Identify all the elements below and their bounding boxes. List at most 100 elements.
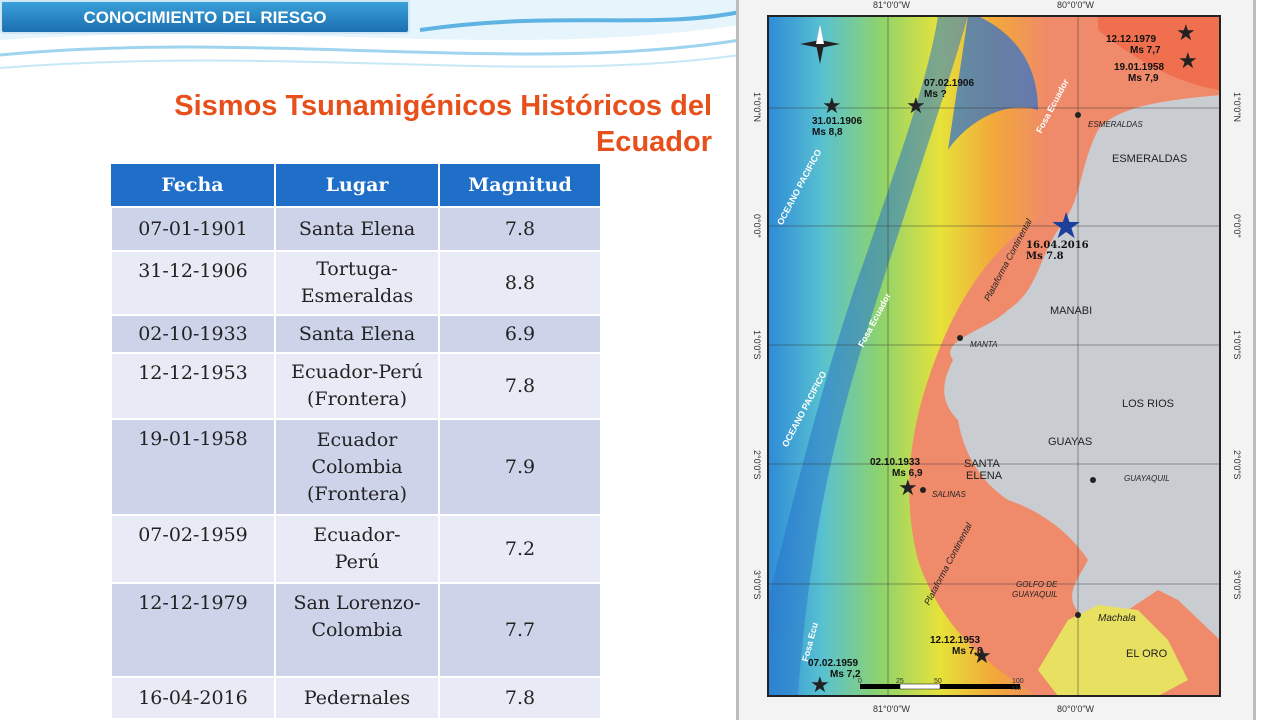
- cell-fecha: 07-01-1901: [110, 206, 276, 252]
- cell-fecha: 02-10-1933: [110, 314, 276, 354]
- cell-lugar: Santa Elena: [274, 314, 440, 354]
- quake-date: 07.02.1906: [924, 78, 975, 89]
- cell-magnitud: 7.8: [438, 352, 602, 420]
- cell-magnitud: 8.8: [438, 250, 602, 316]
- region-label: MANABI: [1050, 305, 1093, 317]
- page-title-line2: Ecuador: [595, 126, 712, 158]
- axis-right-label: 3°0'0"S: [1232, 570, 1242, 600]
- quake-label: 07.02.1906 Ms ?: [924, 78, 974, 100]
- star-icon: ★: [898, 475, 918, 500]
- quake-magnitude: Ms 7.8: [1026, 251, 1064, 262]
- table-row: 12-12-1979 San Lorenzo- Colombia 7.7: [110, 582, 602, 678]
- cell-lugar-line: Ecuador-: [313, 524, 401, 546]
- scale-label: 50: [934, 678, 942, 685]
- quake-date: 31.01.1906: [812, 116, 863, 127]
- compass-icon: [800, 24, 840, 64]
- page-title-line1: Sismos Tsunamigénicos Históricos del: [174, 90, 712, 122]
- bathymetry-map: [767, 15, 1221, 697]
- quake-date: 12.12.1953: [930, 635, 981, 646]
- cell-fecha: 12-12-1979: [110, 582, 276, 678]
- cell-magnitud: 7.2: [438, 514, 602, 584]
- quake-magnitude: Ms 7,9: [1128, 73, 1159, 84]
- scale-bar: [860, 683, 1020, 690]
- quake-label: 12.12.1953 Ms 7,8: [930, 635, 983, 657]
- region-label: EL ORO: [1126, 648, 1168, 660]
- city-label: GUAYAQUIL: [1124, 474, 1170, 483]
- quake-label: 07.02.1959 Ms 7,2: [808, 658, 861, 680]
- table-row: 31-12-1906 Tortuga- Esmeraldas 8.8: [110, 250, 602, 316]
- cell-lugar: Santa Elena: [274, 206, 440, 252]
- axis-bottom-label: 80°0'0"W: [1057, 704, 1095, 714]
- cell-lugar-line: Ecuador-Perú: [291, 361, 423, 383]
- table-row: 16-04-2016 Pedernales 7.8: [110, 676, 602, 720]
- star-icon: ★: [1176, 20, 1196, 45]
- axis-right-label: 0°0'0": [1232, 214, 1242, 238]
- cell-magnitud: 7.7: [438, 582, 602, 678]
- city-label: MANTA: [970, 340, 998, 349]
- cell-lugar-line: Ecuador: [316, 428, 398, 451]
- cell-fecha: 12-12-1953: [110, 352, 276, 420]
- quake-magnitude: Ms 7,7: [1130, 45, 1161, 56]
- scale-label: 0: [858, 678, 862, 685]
- axis-left-label: 2°0'0"S: [752, 450, 762, 480]
- cell-fecha: 31-12-1906: [110, 250, 276, 316]
- water-label: GOLFO DE: [1016, 580, 1058, 589]
- axis-bottom-label: 81°0'0"W: [873, 704, 911, 714]
- cell-fecha: 07-02-1959: [110, 514, 276, 584]
- table-row: 07-01-1901 Santa Elena 7.8: [110, 206, 602, 252]
- cell-lugar: Ecuador Colombia (Frontera): [274, 418, 440, 516]
- cell-magnitud: 7.8: [438, 676, 602, 720]
- table-row: 19-01-1958 Ecuador Colombia (Frontera) 7.9: [110, 418, 602, 516]
- page-title: Sismos Tsunamigénicos Históricos del Ecu…: [40, 88, 712, 160]
- cell-magnitud: 7.8: [438, 206, 602, 252]
- region-label: ESMERALDAS: [1112, 153, 1188, 165]
- cell-lugar-line: Esmeraldas: [300, 285, 414, 307]
- cell-lugar-line: Santa Elena: [298, 217, 416, 240]
- axis-left-label: 1°0'0"N: [752, 92, 762, 123]
- quake-date: 16.04.2016: [1026, 240, 1089, 251]
- cell-lugar-line: (Frontera): [306, 482, 408, 505]
- quake-date: 19.01.1958: [1114, 62, 1165, 73]
- axis-left-label: 3°0'0"S: [752, 570, 762, 600]
- axis-top-label: 81°0'0"W: [873, 0, 911, 10]
- cell-lugar-line: Tortuga-: [316, 258, 398, 280]
- cell-magnitud: 6.9: [438, 314, 602, 354]
- star-icon: ★: [1050, 205, 1083, 246]
- quake-label: 31.01.1906 Ms 8,8: [812, 116, 862, 138]
- star-icon: ★: [822, 93, 842, 118]
- cell-lugar: Ecuador- Perú: [274, 514, 440, 584]
- quake-magnitude: Ms ?: [924, 89, 947, 100]
- cell-lugar-line: San Lorenzo-: [293, 592, 421, 614]
- region-label: SANTA: [964, 458, 1000, 470]
- cell-lugar-line: Pedernales: [303, 686, 411, 709]
- cell-lugar-line: Santa Elena: [298, 322, 416, 345]
- axis-right-label: 2°0'0"S: [1232, 450, 1242, 480]
- table-row: 07-02-1959 Ecuador- Perú 7.2: [110, 514, 602, 584]
- cell-lugar-line: (Frontera): [306, 388, 408, 410]
- column-header-magnitud: Magnitud: [439, 164, 602, 207]
- quake-date: 02.10.1933: [870, 457, 921, 468]
- region-label: LOS RIOS: [1122, 398, 1174, 410]
- star-icon: ★: [1178, 48, 1198, 73]
- axis-top-label: 80°0'0"W: [1057, 0, 1095, 10]
- water-label: GUAYAQUIL: [1012, 590, 1058, 599]
- quake-label: 19.01.1958 Ms 7,9: [1114, 62, 1164, 84]
- region-label: GUAYAS: [1048, 436, 1093, 448]
- cell-fecha: 19-01-1958: [110, 418, 276, 516]
- scale-label: 25: [896, 678, 904, 685]
- earthquake-table: Fecha Lugar Magnitud 07-01-1901 Santa El…: [110, 164, 602, 720]
- region-label: ELENA: [966, 470, 1003, 482]
- table-row: 02-10-1933 Santa Elena 6.9: [110, 314, 602, 354]
- star-icon: ★: [906, 93, 926, 118]
- cell-lugar-line: Perú: [334, 551, 380, 573]
- scale-label: 100: [1012, 678, 1024, 685]
- cell-magnitud: 7.9: [438, 418, 602, 516]
- quake-magnitude: Ms 7,2: [830, 669, 861, 680]
- column-header-fecha: Fecha: [111, 164, 276, 207]
- quake-magnitude: Ms 7,8: [952, 646, 983, 657]
- cell-lugar: Pedernales: [274, 676, 440, 720]
- city-label: Machala: [1098, 613, 1136, 624]
- cell-lugar: Ecuador-Perú (Frontera): [274, 352, 440, 420]
- quake-magnitude: Ms 8,8: [812, 127, 843, 138]
- axis-left-label: 0°0'0": [752, 214, 762, 238]
